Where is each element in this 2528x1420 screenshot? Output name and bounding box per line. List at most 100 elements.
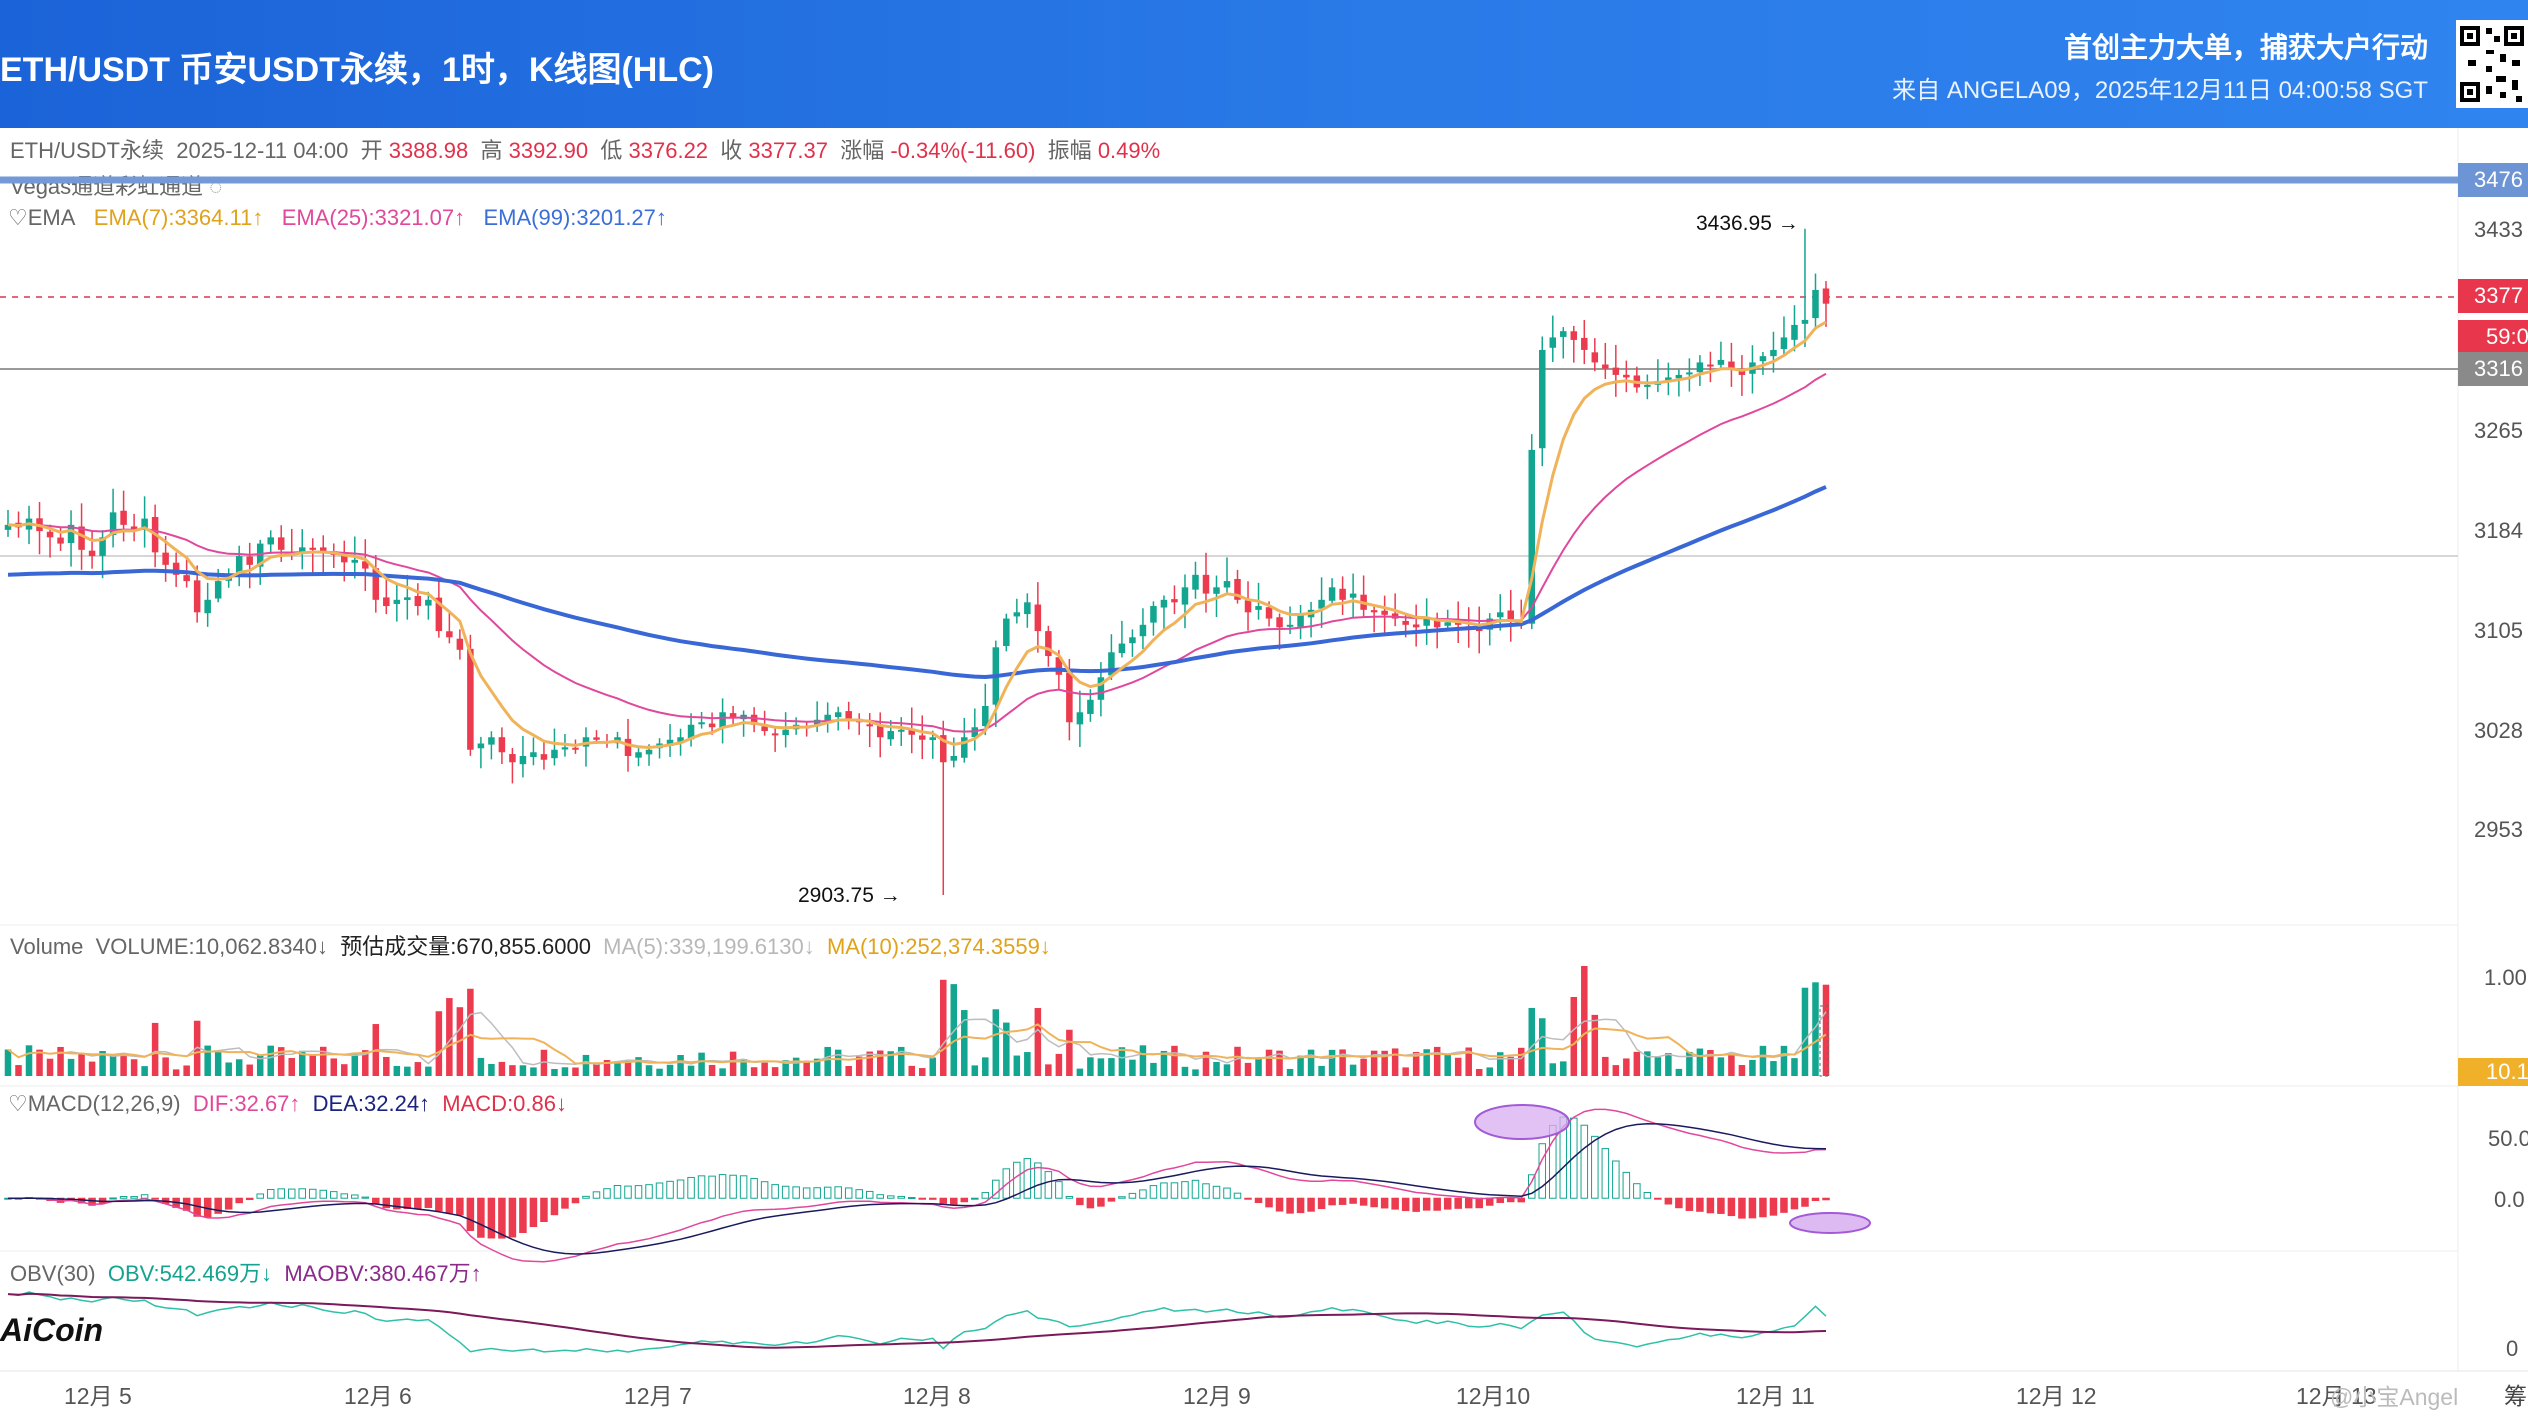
volume-bar [225, 1062, 232, 1076]
macd-histogram-bar [1023, 1158, 1032, 1199]
macd-histogram-bar [592, 1191, 601, 1199]
volume-bar [1728, 1054, 1735, 1076]
volume-bar [687, 1065, 695, 1076]
volume-bar [414, 1062, 422, 1076]
candle-body [256, 543, 264, 567]
candle-body [887, 731, 894, 740]
volume-bar [908, 1065, 916, 1076]
source-text: 来自 ANGELA09，2025年12月11日 04:00:58 SGT [1892, 77, 2428, 104]
macd-histogram-bar [960, 1197, 969, 1203]
candle-body [1570, 331, 1578, 340]
macd-histogram-bar [224, 1197, 233, 1210]
volume-bar [1391, 1048, 1399, 1076]
macd-label: MACD(12,26,9) [27, 1091, 181, 1116]
macd-histogram-bar [886, 1195, 895, 1199]
macd-histogram-bar [855, 1189, 863, 1199]
volume-bar [1675, 1068, 1683, 1076]
candle-body [551, 749, 558, 759]
candle-body [1444, 622, 1451, 626]
bell-icon[interactable]: ♡ [8, 205, 28, 230]
macd-histogram-bar [529, 1197, 538, 1227]
macd-histogram-bar [1160, 1182, 1168, 1199]
volume-bar [1633, 1051, 1641, 1076]
candle-body [1623, 374, 1630, 378]
candle-body [624, 738, 632, 756]
volume-bar [425, 1066, 432, 1076]
volume-bar [120, 1053, 127, 1076]
ema-legend[interactable]: ♡EMA EMA(7):3364.11↑ EMA(25):3321.07↑ EM… [8, 205, 667, 231]
macd-histogram-bar [1769, 1197, 1778, 1216]
candle-body [708, 723, 716, 728]
candle-body [383, 597, 390, 607]
macd-histogram-bar [1107, 1197, 1116, 1202]
candle-body [1560, 331, 1567, 337]
candle-body [162, 552, 169, 565]
volume-bar [193, 1020, 201, 1076]
macd-histogram-bar [729, 1174, 737, 1199]
volume-bar [645, 1065, 653, 1076]
ohlc-info: ETH/USDT永续 2025-12-11 04:00 开 3388.98 高 … [10, 133, 1160, 165]
volume-bar [1770, 1061, 1777, 1076]
volume-bar [130, 1059, 138, 1076]
candle-body [761, 726, 768, 732]
level-price-tag: 3316 [2458, 352, 2528, 386]
volume-bar [151, 1022, 159, 1076]
candle-body [866, 724, 873, 727]
price-label: 3265 [2474, 418, 2523, 443]
price-label: 2953 [2474, 817, 2523, 842]
volume-bar [803, 1060, 810, 1076]
macd-histogram-bar [823, 1186, 832, 1199]
volume-bar [1034, 1008, 1042, 1076]
ema7-value: EMA(7):3364.11↑ [93, 205, 264, 230]
volume-bar [761, 1062, 768, 1076]
volume-bar [1496, 1052, 1504, 1076]
candle-body [1013, 612, 1021, 617]
volume-bar [729, 1051, 737, 1076]
price-label: 3028 [2474, 718, 2523, 743]
volume-bar [666, 1064, 674, 1076]
volume-bar [1202, 1051, 1210, 1076]
candle-body [687, 724, 695, 740]
bell-icon[interactable]: ♡ [8, 1091, 28, 1116]
price-label: 3184 [2474, 518, 2523, 543]
volume-bar [1759, 1045, 1767, 1076]
candle-body [961, 737, 968, 758]
candle-body [561, 747, 569, 750]
candle-body [782, 729, 789, 736]
macd-legend[interactable]: ♡MACD(12,26,9) DIF:32.67↑ DEA:32.24↑ MAC… [8, 1091, 567, 1117]
volume-bar [1412, 1051, 1420, 1076]
macd-histogram-bar [1759, 1197, 1767, 1218]
macd-histogram-bar [477, 1197, 485, 1238]
macd-histogram-bar [802, 1187, 811, 1199]
volume-bar [1108, 1058, 1115, 1076]
volume-legend[interactable]: Volume VOLUME:10,062.8340↓ 预估成交量:670,855… [10, 929, 1051, 961]
volume-label: Volume [10, 934, 84, 959]
candle-body [1696, 362, 1704, 373]
macd-histogram-bar [319, 1189, 328, 1199]
volume-bar [1118, 1047, 1126, 1076]
macd-histogram-bar [1696, 1197, 1704, 1212]
volume-estimate-box [1819, 1005, 1829, 1077]
candle-body [824, 714, 831, 722]
obv-legend[interactable]: OBV(30) OBV:542.469万↓ MAOBV:380.467万↑ [10, 1256, 482, 1288]
volume-bar [1066, 1029, 1073, 1076]
candle-body [509, 754, 516, 763]
candle-body [1728, 361, 1735, 369]
volume-bar [971, 1065, 979, 1076]
macd-histogram-bar [834, 1186, 842, 1199]
macd-histogram-bar [424, 1197, 433, 1208]
macd-histogram-bar [1065, 1195, 1074, 1199]
macd-histogram-bar [1076, 1197, 1084, 1206]
candle-body [1087, 699, 1094, 714]
candle-body [1707, 364, 1714, 367]
volume-bar [1707, 1050, 1714, 1076]
volume-bar [1286, 1068, 1294, 1076]
macd-histogram-bar [1664, 1197, 1673, 1205]
macd-histogram-bar [119, 1196, 128, 1199]
top-price-tag: 3476 [2458, 163, 2528, 197]
macd-histogram-bar [1475, 1197, 1483, 1209]
info-change: -0.34%(-11.60) [890, 138, 1036, 163]
volume-bar [467, 988, 474, 1076]
